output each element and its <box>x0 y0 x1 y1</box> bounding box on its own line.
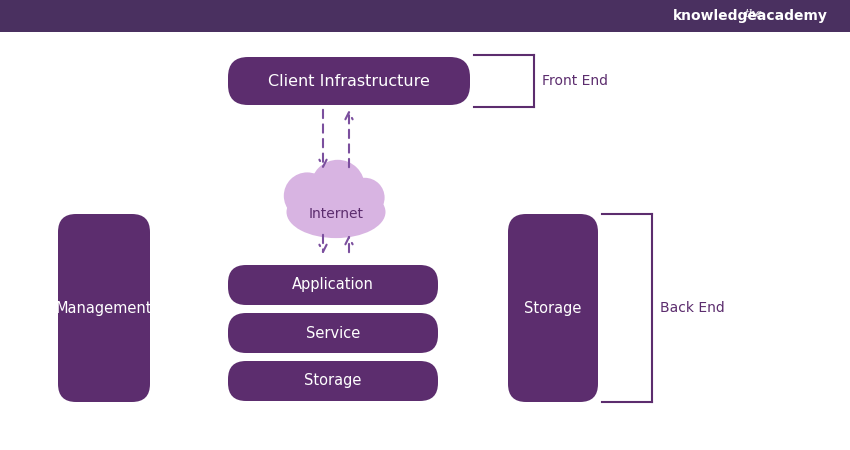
Circle shape <box>284 172 331 219</box>
Text: knowledgeacademy: knowledgeacademy <box>673 9 828 23</box>
FancyBboxPatch shape <box>228 57 470 105</box>
Text: Storage: Storage <box>304 374 362 388</box>
Text: Management: Management <box>56 301 152 315</box>
Text: Service: Service <box>306 325 360 341</box>
FancyBboxPatch shape <box>58 214 150 402</box>
Text: Client Infrastructure: Client Infrastructure <box>268 73 430 89</box>
Text: Back End: Back End <box>660 301 725 315</box>
Text: the: the <box>745 9 763 19</box>
Text: Application: Application <box>292 278 374 292</box>
Circle shape <box>311 160 365 214</box>
FancyBboxPatch shape <box>228 361 438 401</box>
Text: Storage: Storage <box>524 301 581 315</box>
FancyBboxPatch shape <box>0 0 850 32</box>
Ellipse shape <box>286 186 386 238</box>
Circle shape <box>345 178 384 217</box>
FancyBboxPatch shape <box>508 214 598 402</box>
FancyBboxPatch shape <box>228 313 438 353</box>
Text: Front End: Front End <box>542 74 608 88</box>
FancyBboxPatch shape <box>228 265 438 305</box>
Text: Internet: Internet <box>309 207 364 221</box>
